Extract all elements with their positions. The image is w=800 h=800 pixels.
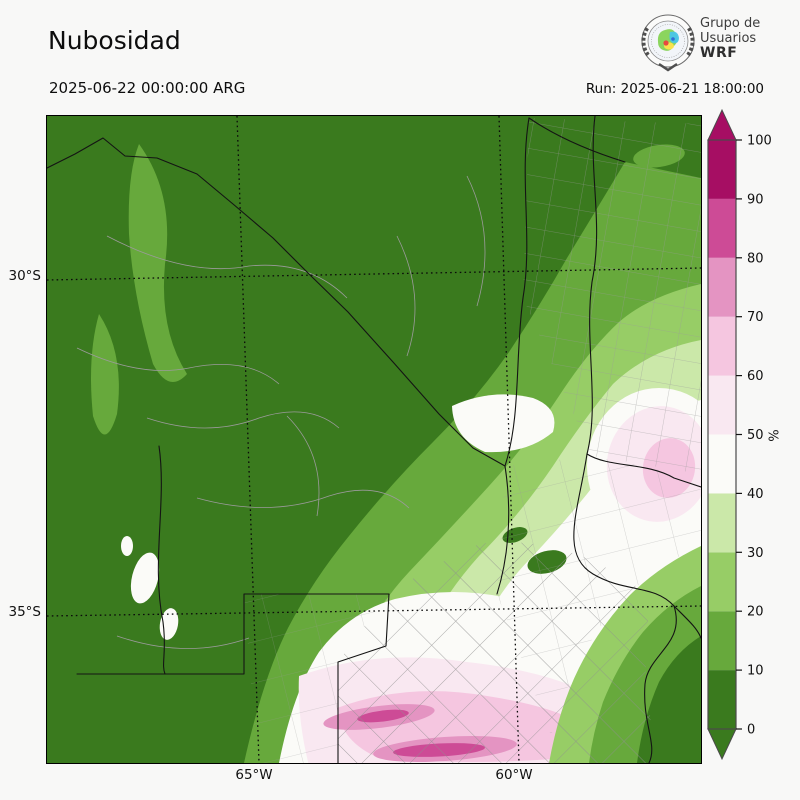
colorbar-tick-label: 70	[747, 310, 764, 325]
colorbar-arrow-down	[707, 728, 737, 761]
graticule	[47, 116, 701, 763]
contour-40-50-sw-spot	[121, 536, 133, 556]
colorbar-segment-50-60	[708, 375, 736, 435]
contour-40-50-north-patch	[452, 394, 555, 453]
colorbar: 0 10 20 30 40 50 60 70 80 90 100	[707, 108, 772, 761]
colorbar-tick-label: 30	[747, 546, 764, 561]
province-border-buenosaires-west	[337, 593, 390, 763]
province-border-east	[586, 453, 701, 488]
department-mesh-south-center	[244, 594, 389, 763]
province-border-west	[157, 445, 166, 675]
lon-label-60w: 60°W	[495, 767, 533, 783]
contour-10-20-streak	[91, 314, 119, 435]
colorbar-tick-label: 20	[747, 605, 764, 620]
department-mesh-northeast	[523, 118, 701, 474]
department-mesh-center-east	[497, 456, 701, 736]
colorbar-segment-40-50	[708, 434, 736, 494]
logo-text: Grupo de Usuarios WRF	[700, 16, 761, 62]
logo-line-1: Grupo de	[700, 16, 761, 31]
map-panel	[46, 115, 702, 764]
lat-label-30s: 30°S	[8, 268, 42, 284]
valid-time-label: 2025-06-22 00:00:00 ARG	[49, 79, 246, 97]
department-lines-sparse	[76, 175, 486, 649]
colorbar-segment-60-70	[708, 316, 736, 376]
colorbar-segment-30-40	[708, 493, 736, 553]
province-border-north-vertical	[504, 117, 530, 467]
coastline	[644, 605, 677, 763]
province-border-straight	[76, 593, 390, 675]
colorbar-segment-80-90	[708, 198, 736, 258]
colorbar-arrow-up	[707, 108, 737, 141]
province-border-ne	[528, 117, 626, 163]
river-parana-south	[573, 453, 701, 639]
province-border-nw	[47, 137, 506, 467]
colorbar-tick-label: 100	[747, 134, 772, 149]
colorbar-segment-20-30	[708, 552, 736, 612]
plot-title: Nubosidad	[48, 26, 181, 55]
parallel-35s	[47, 605, 701, 617]
colorbar-unit-label: %	[764, 429, 780, 442]
colorbar-segment-90-100	[708, 140, 736, 199]
colorbar-tick-label: 50	[747, 428, 764, 443]
colorbar-tick-label: 90	[747, 192, 764, 207]
colorbar-tick-label: 0	[747, 723, 755, 738]
cloud-cover-map	[47, 116, 701, 763]
lon-label-65w: 65°W	[235, 767, 273, 783]
parallel-30s	[47, 267, 701, 281]
province-border-center-south	[496, 465, 510, 595]
colorbar-segment-10-20	[708, 611, 736, 671]
contour-10-20-streak	[128, 144, 187, 382]
colorbar-segment-70-80	[708, 257, 736, 317]
wrf-users-group-logo	[640, 12, 800, 76]
colorbar-segment-0-10	[708, 670, 736, 729]
contour-40-50-sw-spot	[130, 552, 160, 604]
contour-0-10-se	[637, 636, 701, 763]
logo-emblem-icon	[641, 14, 695, 72]
lat-label-35s: 35°S	[8, 604, 42, 620]
logo-line-wrf: WRF	[700, 45, 738, 62]
colorbar-tick-label: 10	[747, 664, 764, 679]
department-boundaries	[76, 118, 701, 763]
colorbar-tick-label: 40	[747, 487, 764, 502]
colorbar-tick-label: 80	[747, 251, 764, 266]
river-parana-north	[586, 116, 598, 455]
logo-line-2: Usuarios	[700, 30, 757, 46]
run-time-label: Run: 2025-06-21 18:00:00	[585, 81, 764, 97]
province-boundaries	[47, 116, 701, 763]
colorbar-tick-label: 60	[747, 369, 764, 384]
